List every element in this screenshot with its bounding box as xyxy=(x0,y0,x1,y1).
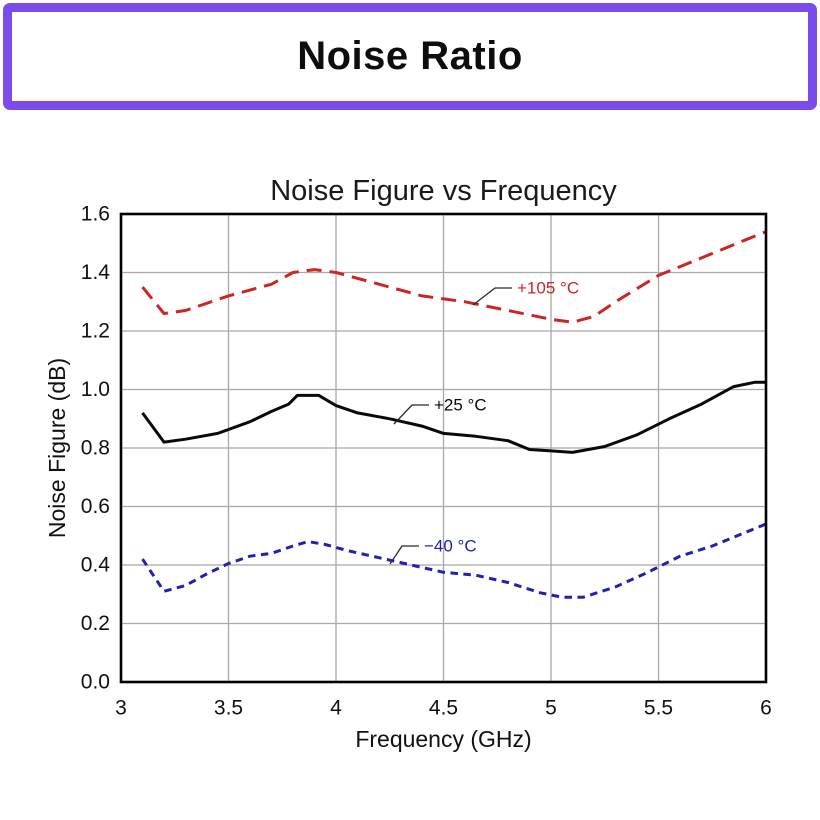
y-tick-label: 0.6 xyxy=(81,495,110,518)
annotation-label-2: −40 °C xyxy=(424,537,477,556)
y-tick-label: 0.0 xyxy=(81,671,110,694)
annotation-label-0: +105 °C xyxy=(517,279,579,298)
x-tick-label: 5.5 xyxy=(644,697,673,720)
chart-title: Noise Figure vs Frequency xyxy=(270,175,617,207)
y-tick-label: 1.0 xyxy=(81,378,110,401)
x-tick-label: 5 xyxy=(545,697,557,720)
x-tick-label: 6 xyxy=(760,697,772,720)
x-tick-label: 4.5 xyxy=(429,697,458,720)
x-tick-label: 3 xyxy=(115,697,127,720)
x-tick-label: 3.5 xyxy=(214,697,243,720)
y-tick-label: 1.2 xyxy=(81,320,110,343)
y-tick-label: 1.4 xyxy=(81,261,111,284)
page-title: Noise Ratio xyxy=(297,34,523,78)
plot-frame xyxy=(119,212,768,684)
annotation-leader-0 xyxy=(472,287,512,306)
y-axis-label: Noise Figure (dB) xyxy=(44,358,70,538)
y-tick-label: 0.2 xyxy=(81,612,110,635)
x-tick-label: 4 xyxy=(330,697,342,720)
x-axis-label: Frequency (GHz) xyxy=(355,726,531,752)
series-line-1 xyxy=(141,380,766,454)
annotation-label-1: +25 °C xyxy=(434,396,487,415)
page-header-box: Noise Ratio xyxy=(3,3,817,110)
y-tick-label: 0.8 xyxy=(81,437,110,460)
annotation-leader-2 xyxy=(389,545,419,565)
series-line-2 xyxy=(141,522,767,599)
y-tick-label: 0.4 xyxy=(81,554,111,577)
annotation-leader-1 xyxy=(393,404,429,425)
y-tick-label: 1.6 xyxy=(81,203,110,226)
series-line-0 xyxy=(141,230,767,324)
